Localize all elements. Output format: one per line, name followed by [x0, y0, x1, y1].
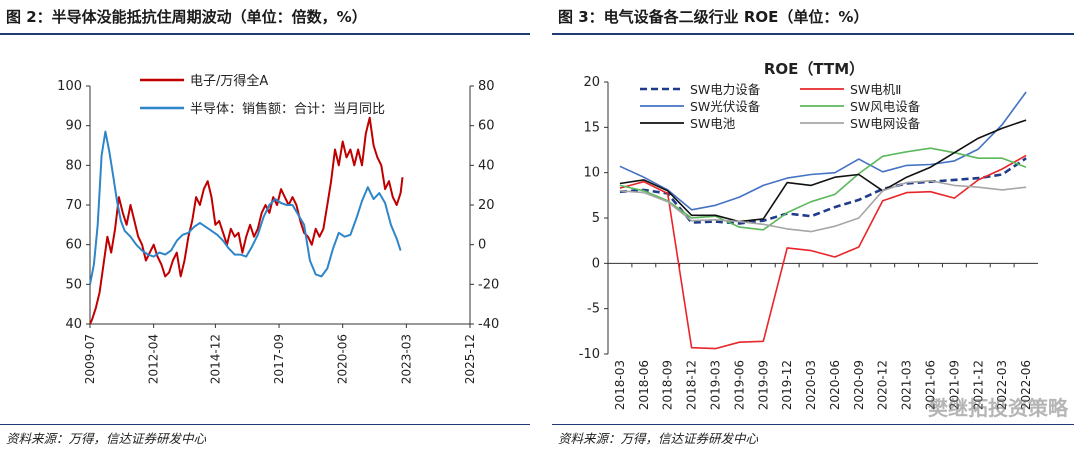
left-figure: 图 2：半导体没能抵抗住周期波动（单位：倍数，%） 40 50 60 70 80 90 10…	[0, 8, 530, 446]
right-source-rule	[552, 424, 1074, 425]
x-tick-label: 2019-06	[732, 360, 746, 410]
series-line	[619, 180, 1027, 233]
x-tick-label: 2009-07	[83, 334, 97, 384]
right-y-tick-label: -20	[478, 277, 499, 292]
right-y-tick-label: 40	[478, 158, 495, 173]
left-source-note: 资料来源：万得，信达证券研发中心	[6, 431, 207, 446]
watermark-logo: 樊继拓投资策略	[928, 396, 1068, 420]
legend-label: SW电池	[690, 116, 736, 131]
right-figure: 图 3：电气设备各二级行业 ROE（单位：%） -10 -5 0 5 10 15 20 201…	[552, 0, 1080, 450]
x-tick-label: 2021-09	[947, 360, 961, 410]
legend-label: SW电机Ⅱ	[850, 82, 901, 97]
left-title-rule	[0, 33, 530, 35]
x-tick-label: 2019-12	[780, 360, 794, 410]
left-y-tick-label: 60	[65, 238, 82, 253]
legend-label: 半导体：销售额：合计：当月同比	[190, 101, 385, 117]
x-tick-label: 2019-03	[709, 360, 723, 410]
legend-label: SW电力设备	[690, 82, 761, 97]
legend-label: 电子/万得全A	[190, 73, 268, 89]
left-y-tick-label: 40	[65, 317, 82, 332]
left-source-rule	[0, 424, 530, 425]
right-y-tick-label: 0	[478, 238, 486, 253]
y-tick-label: 20	[583, 75, 600, 90]
x-tick-label: 2020-03	[804, 360, 818, 410]
x-tick-label: 2020-06	[828, 360, 842, 410]
left-y-tick-label: 80	[65, 158, 82, 173]
x-tick-label: 2018-12	[685, 360, 699, 410]
x-tick-label: 2021-03	[900, 360, 914, 410]
series-line	[619, 154, 1027, 350]
x-tick-label: 2018-03	[613, 360, 627, 410]
x-tick-label: 2017-09	[272, 334, 286, 384]
right-y-tick-label: -40	[478, 317, 499, 332]
x-tick-label: 2021-12	[971, 360, 985, 410]
right-figure-title: 图 3：电气设备各二级行业 ROE（单位：%）	[558, 8, 869, 26]
right-y-tick-label: 60	[478, 119, 495, 134]
y-tick-label: 0	[592, 256, 600, 271]
right-source-note: 资料来源：万得，信达证券研发中心	[558, 431, 759, 446]
left-y-tick-label: 50	[65, 277, 82, 292]
series-line	[619, 91, 1027, 211]
x-tick-label: 2022-06	[1019, 360, 1033, 410]
roe-chart: -10 -5 0 5 10 15 20 2018-03 2018-06 2018-09 2018-1…	[579, 60, 1038, 410]
legend-label: SW风电设备	[850, 99, 921, 114]
y-tick-label: 10	[583, 166, 600, 181]
x-tick-label: 2020-09	[852, 360, 866, 410]
series-line	[619, 147, 1027, 231]
y-tick-label: 5	[592, 211, 600, 226]
x-tick-label: 2019-09	[756, 360, 770, 410]
y-tick-label: -10	[579, 347, 600, 362]
series-line	[89, 116, 404, 325]
x-tick-label: 2021-06	[924, 360, 938, 410]
right-y-tick-label: 80	[478, 79, 495, 94]
x-tick-label: 2014-12	[208, 334, 222, 384]
x-tick-label: 2025-12	[463, 334, 477, 384]
x-tick-label: 2023-03	[399, 334, 413, 384]
series-line	[89, 130, 402, 285]
y-tick-label: -5	[587, 302, 600, 317]
chart-title: ROE（TTM）	[764, 60, 864, 78]
semiconductor-chart: 40 50 60 70 80 90 100 -40 -20 0 20 40 60 80 2009-07 201…	[57, 73, 499, 384]
x-tick-label: 2018-06	[637, 360, 651, 410]
y-tick-label: 15	[583, 120, 600, 135]
x-tick-label: 2012-04	[147, 334, 161, 384]
series-line	[619, 119, 1027, 223]
legend-label: SW光伏设备	[690, 99, 761, 114]
right-y-tick-label: 20	[478, 198, 495, 213]
left-y-tick-label: 70	[65, 198, 82, 213]
right-title-rule	[552, 33, 1074, 35]
left-figure-title: 图 2：半导体没能抵抗住周期波动（单位：倍数，%）	[6, 8, 367, 26]
left-y-tick-label: 90	[65, 119, 82, 134]
legend-label: SW电网设备	[850, 116, 921, 131]
x-tick-label: 2018-09	[661, 360, 675, 410]
x-tick-label: 2020-12	[876, 360, 890, 410]
x-tick-label: 2020-06	[336, 334, 350, 384]
left-y-tick-label: 100	[57, 79, 82, 94]
x-tick-label: 2022-03	[995, 360, 1009, 410]
